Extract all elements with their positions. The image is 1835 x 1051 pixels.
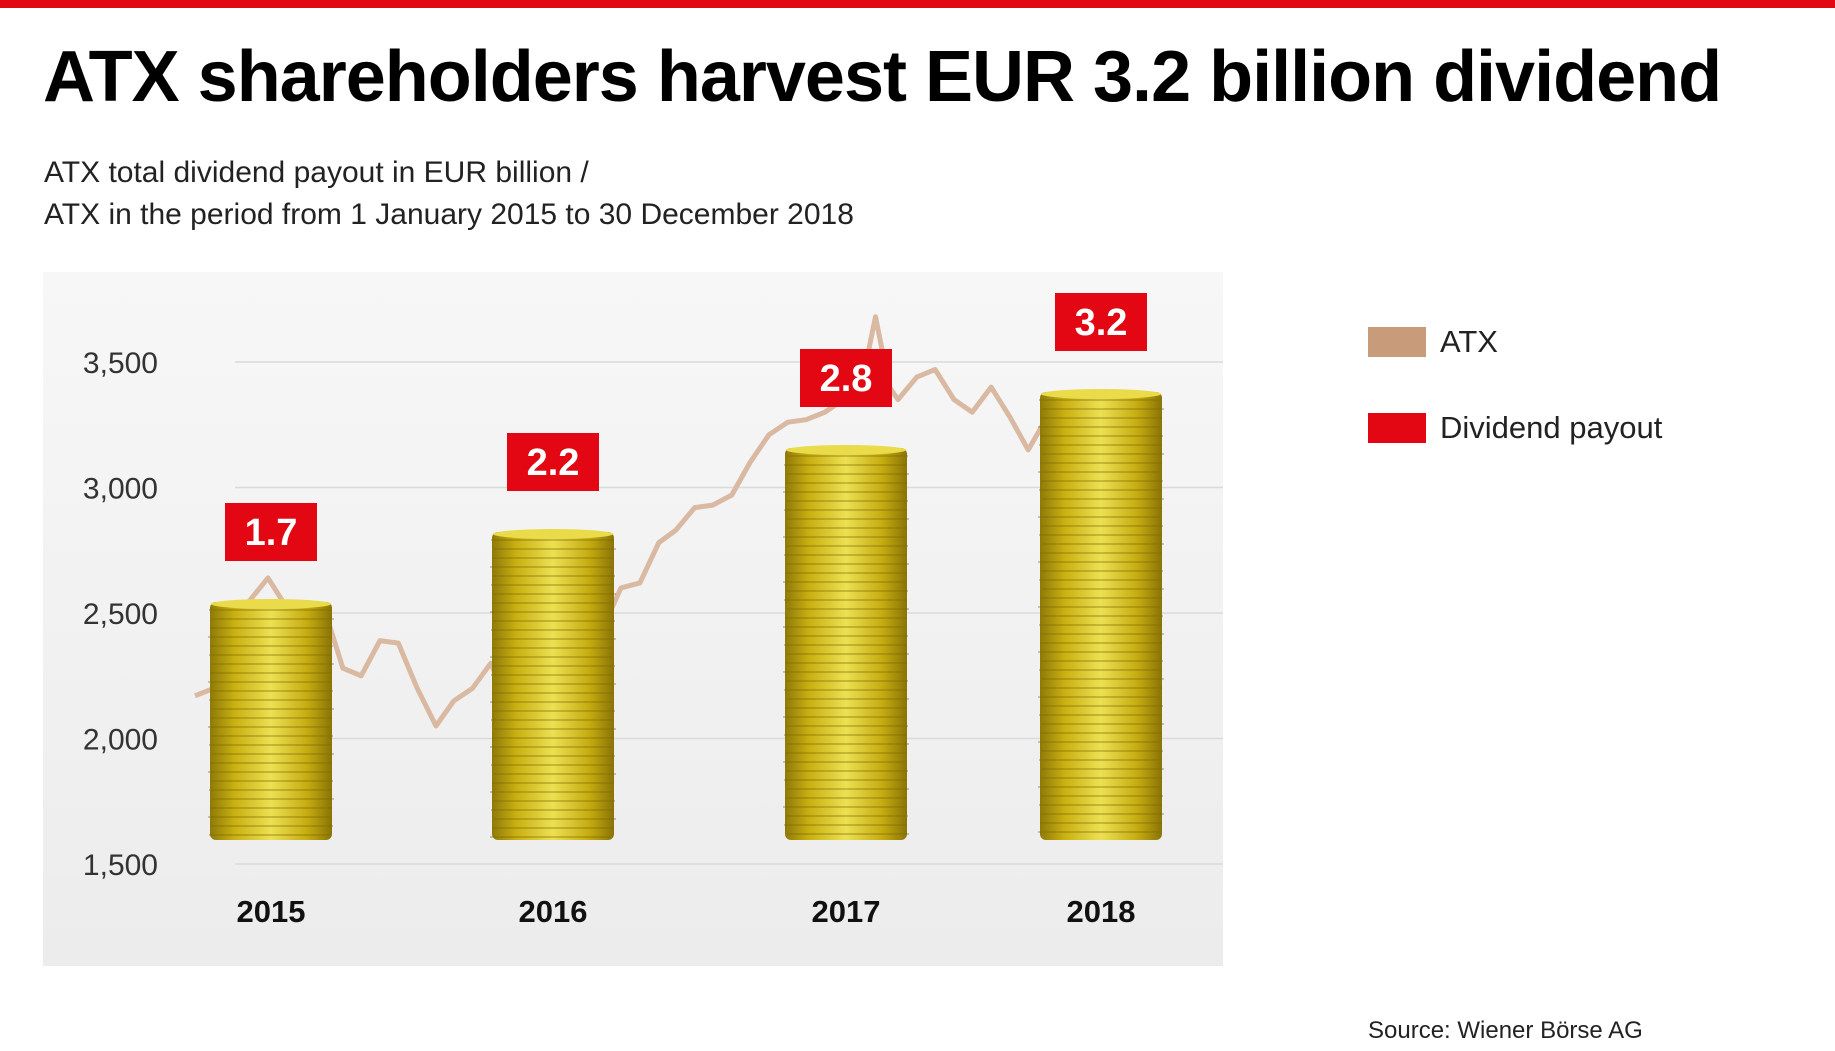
coin-stack-2015: [208, 599, 334, 840]
dividend-label-2015: 1.7: [225, 503, 317, 561]
legend-label-dividend: Dividend payout: [1440, 410, 1663, 445]
y-tick-label: 1,500: [83, 849, 158, 882]
x-tick-label: 2018: [1067, 894, 1136, 929]
x-tick-label: 2015: [237, 894, 306, 929]
legend-item-dividend: Dividend payout: [1368, 408, 1662, 448]
top-accent-bar: [0, 0, 1835, 8]
y-tick-label: 2,500: [83, 598, 158, 631]
source-note: Source: Wiener Börse AG: [1368, 1017, 1643, 1044]
x-tick-label: 2016: [519, 894, 588, 929]
coin-stack-2017: [783, 445, 909, 840]
y-tick-label: 3,500: [83, 347, 158, 380]
dividend-value: 3.2: [1075, 302, 1128, 344]
dividend-label-2017: 2.8: [800, 349, 892, 407]
coin-stack-2018: [1038, 389, 1164, 840]
coin-stack-2016: [490, 529, 616, 840]
legend-swatch-dividend: [1368, 413, 1426, 443]
chart-svg: 1,500 2,000 2,500 3,000 3,500 1.7 2015 2.2 2016…: [83, 293, 1223, 929]
y-tick-label: 3,000: [83, 473, 158, 506]
dividend-value: 1.7: [245, 512, 298, 554]
dividend-label-2018: 3.2: [1055, 293, 1147, 351]
dividend-value: 2.8: [820, 358, 873, 400]
x-tick-label: 2017: [812, 894, 881, 929]
dividend-label-2016: 2.2: [507, 433, 599, 491]
legend-swatch-atx: [1368, 327, 1426, 357]
dividend-value: 2.2: [527, 442, 580, 484]
legend-item-atx: ATX: [1368, 322, 1498, 362]
y-tick-label: 2,000: [83, 724, 158, 757]
chart-panel: 1,500 2,000 2,500 3,000 3,500 1.7 2015 2.2 2016…: [43, 272, 1223, 966]
subtitle-line-2: ATX in the period from 1 January 2015 to…: [44, 198, 854, 231]
subtitle-line-1: ATX total dividend payout in EUR billion…: [44, 156, 589, 189]
atx-line: [194, 314, 1084, 729]
chart-title: ATX shareholders harvest EUR 3.2 billion…: [43, 37, 1722, 117]
legend-label-atx: ATX: [1440, 324, 1498, 359]
